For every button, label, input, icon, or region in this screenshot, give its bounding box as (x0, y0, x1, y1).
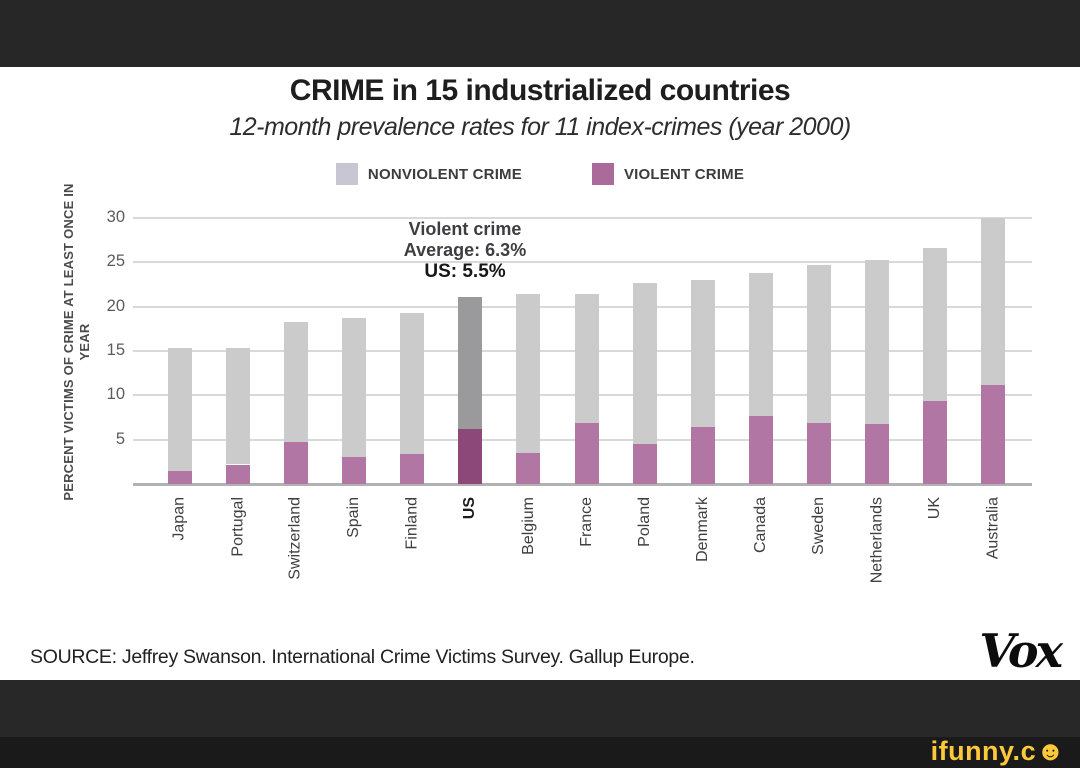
legend: NONVIOLENT CRIME VIOLENT CRIME (0, 163, 1080, 185)
legend-label-violent: VIOLENT CRIME (623, 165, 745, 183)
legend-item-violent: VIOLENT CRIME (591, 163, 745, 185)
violent-crime-swatch (591, 163, 614, 185)
bottom-letterbox-bar (0, 680, 1080, 737)
chart-subtitle: 12-month prevalence rates for 11 index-c… (229, 113, 851, 141)
nonviolent-crime-swatch (335, 163, 358, 185)
chart-panel (0, 67, 1080, 680)
violent-crime-annotation: Violent crime Average: 6.3% US: 5.5% (315, 219, 615, 282)
source-credit: SOURCE: Jeffrey Swanson. International C… (30, 646, 695, 668)
annotation-line-2: Average: 6.3% (403, 240, 527, 260)
top-letterbox-bar (0, 0, 1080, 67)
annotation-line-us: US: 5.5% (424, 261, 506, 282)
legend-item-nonviolent: NONVIOLENT CRIME (335, 163, 522, 185)
vox-logo: Vox (979, 624, 1063, 678)
ifunny-watermark: ifunny.c☻ (930, 736, 1065, 766)
y-axis-title-line2: YEAR (77, 323, 92, 361)
y-axis-title: PERCENT VICTIMS OF CRIME AT LEAST ONCE I… (61, 172, 93, 512)
chart-title: CRIME in 15 industrialized countries (289, 74, 791, 107)
y-axis-title-line1: PERCENT VICTIMS OF CRIME AT LEAST ONCE I… (61, 183, 76, 501)
annotation-line-1: Violent crime (408, 219, 522, 239)
bottom-letterbox-bar-lower (0, 737, 1080, 768)
legend-label-nonviolent: NONVIOLENT CRIME (367, 165, 522, 183)
